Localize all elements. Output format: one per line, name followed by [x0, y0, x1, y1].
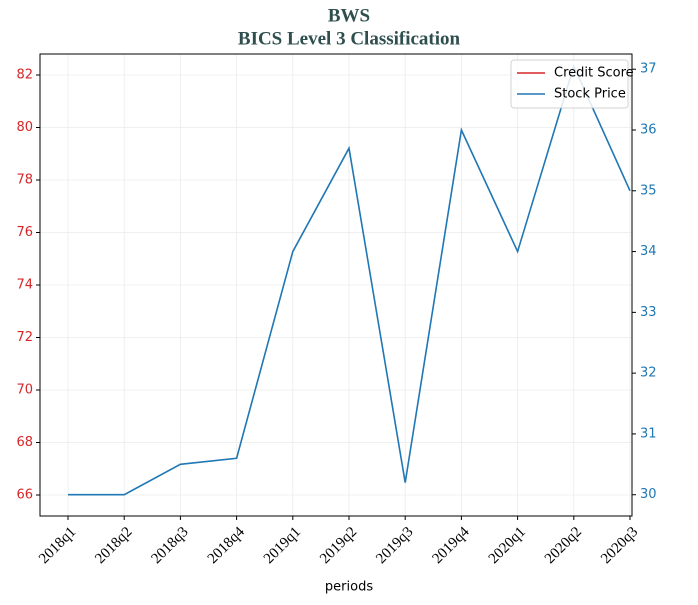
- y2-tick-label: 36: [640, 122, 657, 137]
- y2-tick-label: 34: [640, 244, 657, 259]
- x-tick-label: 2018q4: [205, 524, 248, 567]
- y-tick-label: 66: [16, 488, 33, 503]
- x-axis-label: periods: [325, 580, 373, 595]
- legend-box: [510, 59, 629, 109]
- y-tick-label: 68: [16, 435, 33, 450]
- x-tick-label: 2018q1: [36, 524, 79, 567]
- x-tick-label: 2019q3: [373, 524, 416, 567]
- x-tick-label: 2018q2: [92, 524, 135, 567]
- x-tick-label: 2020q2: [542, 524, 585, 567]
- x-tick-label: 2019q2: [317, 524, 360, 567]
- x-tick-label: 2020q1: [486, 524, 529, 567]
- x-tick-label: 2018q3: [149, 524, 192, 567]
- y-tick-label: 82: [16, 68, 33, 83]
- y-tick-label: 74: [16, 278, 33, 293]
- chart-title: BWS: [328, 5, 370, 26]
- x-tick-label: 2020q3: [598, 524, 641, 567]
- x-tick-label: 2019q4: [430, 524, 473, 567]
- y2-tick-label: 31: [640, 426, 657, 441]
- x-tick-label: 2019q1: [261, 524, 304, 567]
- y-tick-label: 70: [16, 383, 33, 398]
- chart-subtitle: BICS Level 3 Classification: [238, 28, 461, 49]
- y2-tick-label: 32: [640, 366, 657, 381]
- legend-label: Stock Price: [554, 87, 626, 102]
- y2-tick-label: 30: [640, 487, 657, 502]
- y2-tick-label: 33: [640, 305, 657, 320]
- y2-tick-label: 37: [640, 62, 657, 77]
- legend-label: Credit Score: [554, 66, 634, 81]
- series-line: [68, 63, 631, 496]
- y-tick-label: 72: [16, 330, 33, 345]
- y-tick-label: 78: [16, 173, 33, 188]
- y-tick-label: 76: [16, 225, 33, 240]
- y-tick-label: 80: [16, 120, 33, 135]
- y2-tick-label: 35: [640, 183, 657, 198]
